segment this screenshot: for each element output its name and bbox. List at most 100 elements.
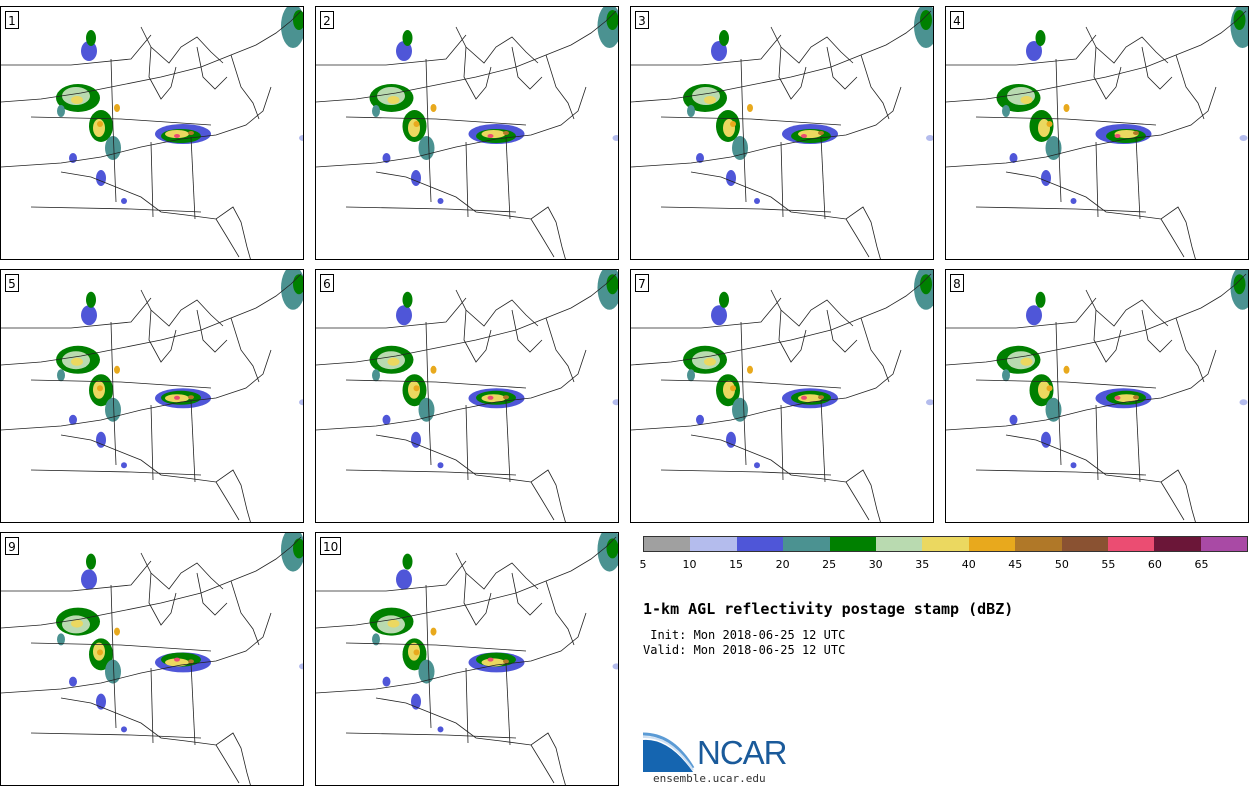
boundary-line — [316, 10, 617, 103]
reflectivity-echo — [481, 394, 506, 403]
reflectivity-echo — [1045, 397, 1062, 422]
boundary-line — [140, 289, 224, 327]
reflectivity-echo — [413, 649, 420, 656]
boundary-line — [425, 321, 432, 466]
member-number: 9 — [5, 537, 19, 555]
boundary-line — [545, 580, 575, 646]
boundary-line — [780, 141, 784, 218]
reflectivity-echo — [114, 627, 120, 636]
reflectivity-echo — [1063, 365, 1070, 374]
reflectivity-map — [316, 270, 618, 522]
boundary-line — [1055, 321, 1062, 466]
boundary-line — [1055, 58, 1062, 203]
reflectivity-echo — [1002, 369, 1010, 382]
colorbar-swatch — [922, 537, 969, 551]
logo-url: ensemble.ucar.edu — [653, 772, 766, 785]
reflectivity-echo — [105, 136, 121, 160]
reflectivity-echo — [62, 87, 90, 105]
colorbar-ticks: 5 10 15 20 25 30 35 40 45 50 55 60 65 — [640, 558, 1248, 572]
boundary-line — [455, 552, 539, 590]
reflectivity-echo — [411, 431, 421, 448]
reflectivity-echo — [430, 365, 437, 374]
colorbar-tick-label: 35 — [915, 558, 930, 571]
boundary-line — [375, 171, 566, 259]
reflectivity-echo — [437, 462, 444, 469]
colorbar-tick-label: 65 — [1194, 558, 1209, 571]
reflectivity-echo — [402, 291, 413, 308]
reflectivity-echo — [481, 130, 506, 138]
init-time: Init: Mon 2018-06-25 12 UTC — [643, 628, 846, 642]
boundary-line — [740, 321, 747, 466]
boundary-line — [820, 399, 826, 483]
boundary-line — [860, 317, 890, 383]
reflectivity-echo — [1046, 385, 1053, 392]
reflectivity-echo — [926, 399, 933, 406]
boundary-line — [1141, 309, 1173, 353]
boundary-line — [1005, 171, 1196, 259]
boundary-line — [530, 744, 555, 784]
reflectivity-echo — [612, 135, 618, 141]
boundary-line — [975, 469, 1147, 476]
boundary-line — [1, 273, 302, 366]
boundary-line — [190, 399, 196, 483]
boundary-line — [1, 536, 302, 629]
boundary-line — [455, 26, 539, 64]
reflectivity-echo — [69, 414, 77, 425]
colorbar-swatch — [968, 537, 1016, 551]
reflectivity-echo — [711, 305, 727, 326]
reflectivity-echo — [299, 135, 303, 141]
reflectivity-echo — [1035, 291, 1046, 308]
boundary-line — [770, 289, 854, 327]
reflectivity-echo — [726, 431, 736, 448]
boundary-line — [860, 54, 890, 120]
boundary-line — [196, 309, 228, 353]
boundary-line — [455, 289, 539, 327]
reflectivity-echo — [696, 414, 704, 425]
boundary-line — [631, 297, 782, 329]
logo-text: NCAR — [697, 734, 788, 771]
reflectivity-echo — [1041, 170, 1051, 186]
reflectivity-echo — [726, 170, 736, 186]
boundary-line — [316, 273, 617, 366]
reflectivity-echo — [487, 395, 494, 400]
reflectivity-echo — [704, 96, 716, 104]
member-number: 5 — [5, 274, 19, 292]
colorbar-tick-label: 15 — [729, 558, 744, 571]
reflectivity-echo — [487, 134, 494, 138]
reflectivity-echo — [1114, 395, 1121, 400]
boundary-line — [826, 46, 858, 90]
reflectivity-echo — [174, 395, 180, 400]
reflectivity-echo — [86, 291, 96, 308]
member-panel-6: 6 — [315, 269, 619, 523]
colorbar-swatch — [829, 537, 876, 551]
reflectivity-echo — [97, 649, 103, 656]
member-number: 10 — [320, 537, 342, 555]
boundary-line — [190, 662, 196, 746]
colorbar-tick-label: 25 — [822, 558, 837, 571]
reflectivity-echo — [413, 121, 420, 127]
reflectivity-echo — [1046, 121, 1053, 127]
figure-title: 1-km AGL reflectivity postage stamp (dBZ… — [643, 600, 1014, 618]
boundary-line — [345, 732, 517, 739]
reflectivity-echo — [418, 136, 435, 160]
boundary-line — [946, 10, 1247, 103]
member-number: 7 — [635, 274, 649, 292]
boundary-line — [60, 171, 251, 259]
boundary-line — [778, 46, 807, 100]
boundary-line — [778, 309, 807, 363]
boundary-line — [826, 309, 858, 353]
reflectivity-echo — [1133, 395, 1139, 400]
reflectivity-map — [1, 270, 303, 522]
boundary-line — [465, 404, 469, 481]
reflectivity-echo — [818, 131, 824, 135]
boundary-line — [631, 273, 932, 366]
reflectivity-echo — [730, 385, 736, 392]
member-number: 3 — [635, 11, 649, 29]
reflectivity-echo — [114, 365, 120, 374]
colorbar-swatch — [875, 537, 923, 551]
reflectivity-echo — [1070, 198, 1077, 204]
member-number: 8 — [950, 274, 964, 292]
reflectivity-echo — [612, 663, 618, 670]
boundary-line — [690, 171, 881, 259]
reflectivity-echo — [732, 397, 748, 422]
